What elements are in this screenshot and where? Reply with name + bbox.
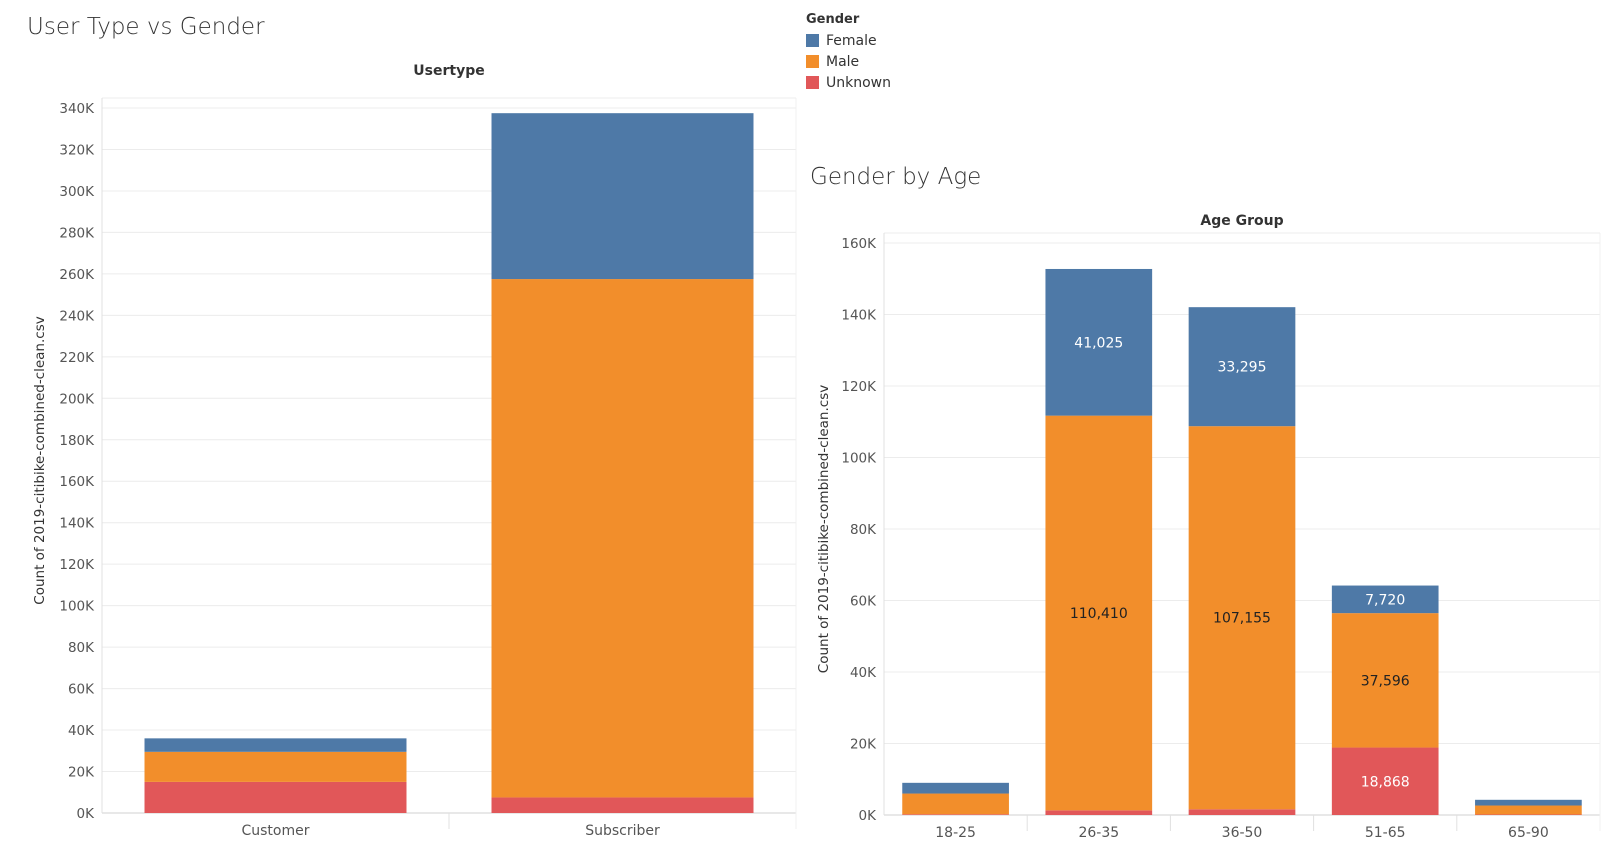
y-axis-label-1: Count of 2019-citibike-combined-clean.cs… <box>816 385 832 673</box>
x-tick-label: 51-65 <box>1365 825 1406 841</box>
y-tick-label: 80K <box>850 522 877 538</box>
x-axis-header-1: Age Group <box>1200 213 1283 229</box>
y-tick-label: 0K <box>77 806 96 822</box>
y-tick-label: 300K <box>59 184 95 200</box>
chart-title-user-type-vs-gender: User Type vs Gender <box>27 14 265 40</box>
x-tick-label: Customer <box>241 823 309 839</box>
legend-swatch-female <box>806 34 819 47</box>
data-label-36-50-female: 33,295 <box>1218 360 1267 376</box>
bar-26-35-unknown[interactable] <box>1045 810 1153 815</box>
y-tick-label: 320K <box>59 142 95 158</box>
x-tick-label: 26-35 <box>1078 825 1119 841</box>
chart-0: Usertype 0K 20K 40K 60K 80K 100K 120K 140K 160K 18… <box>32 63 797 839</box>
chart-1: Age Group 0K 20K 40K 60K 80K 100K 120K 140K 160K C… <box>816 213 1601 841</box>
legend-item-male[interactable]: Male <box>806 51 891 72</box>
y-tick-label: 100K <box>841 451 877 467</box>
y-tick-label: 140K <box>841 308 877 324</box>
y-tick-label: 60K <box>68 682 95 698</box>
y-tick-label: 120K <box>841 379 877 395</box>
data-label-51-65-unknown: 18,868 <box>1361 774 1410 790</box>
legend-item-female[interactable]: Female <box>806 30 891 51</box>
data-label-51-65-male: 37,596 <box>1361 673 1410 689</box>
legend-label-male: Male <box>826 53 860 70</box>
data-label-51-65-female: 7,720 <box>1365 592 1405 608</box>
y-axis-label-0: Count of 2019-citibike-combined-clean.cs… <box>32 316 48 604</box>
gender-legend: Gender Female Male Unknown <box>806 12 891 93</box>
bar-65-90-male[interactable] <box>1475 805 1582 815</box>
y-tick-label: 160K <box>59 474 95 490</box>
y-tick-label: 100K <box>59 599 95 615</box>
y-tick-label: 180K <box>59 433 95 449</box>
x-tick-label: 36-50 <box>1222 825 1263 841</box>
bar-51-65-female[interactable] <box>1331 585 1439 614</box>
y-tick-label: 20K <box>68 765 95 781</box>
y-tick-label: 220K <box>59 350 95 366</box>
data-label-26-35-female: 41,025 <box>1074 335 1123 351</box>
legend-swatch-unknown <box>806 76 819 89</box>
y-tick-label: 40K <box>68 723 95 739</box>
bar-Customer-female[interactable] <box>144 738 407 752</box>
y-tick-label: 80K <box>68 640 95 656</box>
y-tick-label: 120K <box>59 557 95 573</box>
bar-51-65-unknown[interactable] <box>1331 747 1439 815</box>
bar-36-50-male[interactable] <box>1188 426 1296 810</box>
y-tick-label: 160K <box>841 236 877 252</box>
chart-title-gender-by-age: Gender by Age <box>810 164 982 190</box>
bar-51-65-male[interactable] <box>1331 613 1439 748</box>
x-axis-header-0: Usertype <box>413 63 484 79</box>
bar-Customer-male[interactable] <box>144 751 407 782</box>
bar-26-35-male[interactable] <box>1045 415 1153 811</box>
bar-Subscriber-unknown[interactable] <box>491 797 754 813</box>
bar-Subscriber-female[interactable] <box>491 113 754 280</box>
legend-item-unknown[interactable]: Unknown <box>806 72 891 93</box>
bar-36-50-unknown[interactable] <box>1188 809 1296 815</box>
bar-65-90-female[interactable] <box>1475 799 1582 806</box>
legend-title: Gender <box>806 12 860 27</box>
x-tick-label: Subscriber <box>585 823 660 839</box>
y-tick-label: 20K <box>850 737 877 753</box>
bar-18-25-male[interactable] <box>902 793 1009 815</box>
y-tick-label: 260K <box>59 267 95 283</box>
x-tick-label: 65-90 <box>1508 825 1549 841</box>
bar-18-25-unknown[interactable] <box>902 814 1009 815</box>
y-tick-label: 0K <box>859 808 878 824</box>
x-tick-label: 18-25 <box>935 825 976 841</box>
y-tick-label: 340K <box>59 101 95 117</box>
data-label-26-35-male: 110,410 <box>1070 606 1128 622</box>
data-label-36-50-male: 107,155 <box>1213 611 1271 627</box>
y-tick-label: 280K <box>59 225 95 241</box>
legend-swatch-male <box>806 55 819 68</box>
bar-Customer-unknown[interactable] <box>144 781 407 813</box>
legend-label-unknown: Unknown <box>826 74 891 91</box>
y-tick-label: 40K <box>850 665 877 681</box>
y-tick-label: 60K <box>850 594 877 610</box>
bar-65-90-unknown[interactable] <box>1475 814 1582 815</box>
bar-Subscriber-male[interactable] <box>491 279 754 798</box>
y-tick-label: 240K <box>59 308 95 324</box>
legend-label-female: Female <box>826 32 877 49</box>
bar-26-35-female[interactable] <box>1045 268 1153 416</box>
y-tick-label: 140K <box>59 516 95 532</box>
bar-18-25-female[interactable] <box>902 782 1009 794</box>
y-tick-label: 200K <box>59 391 95 407</box>
bar-36-50-female[interactable] <box>1188 307 1296 427</box>
